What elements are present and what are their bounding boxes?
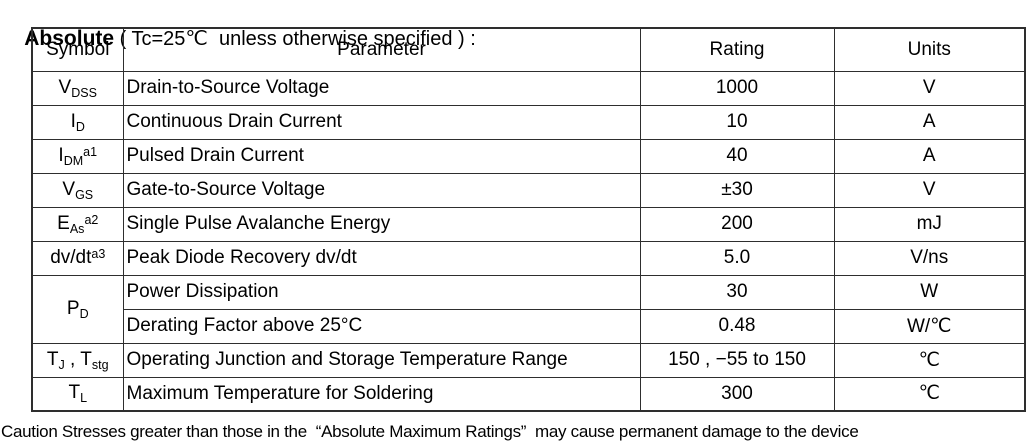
table-header-row: Symbol Parameter Rating Units [31, 27, 1026, 72]
rating-cell: 0.48 [639, 308, 835, 344]
table-row: IDMa1 Pulsed Drain Current 40 A [31, 138, 1026, 174]
units-cell: A [833, 138, 1026, 174]
parameter-cell: Power Dissipation [122, 274, 641, 310]
parameter-cell: Gate-to-Source Voltage [122, 172, 641, 208]
rating-cell: 150 , −55 to 150 [639, 342, 835, 378]
units-cell: ℃ [833, 376, 1026, 412]
parameter-cell: Operating Junction and Storage Temperatu… [122, 342, 641, 378]
units-cell: ℃ [833, 342, 1026, 378]
rating-cell: 1000 [639, 70, 835, 106]
column-header-rating: Rating [639, 27, 835, 72]
table-row: Derating Factor above 25°C 0.48 W/℃ [32, 308, 1026, 344]
table-row: PD Power Dissipation 30 W [31, 274, 1026, 344]
symbol-cell: TJ , Tstg [31, 342, 124, 378]
table-row: TL Maximum Temperature for Soldering 300 ℃ [31, 376, 1026, 412]
parameter-cell: Pulsed Drain Current [122, 138, 641, 174]
table-row: ID Continuous Drain Current 10 A [31, 104, 1026, 140]
table-row: EAsa2 Single Pulse Avalanche Energy 200 mJ [31, 206, 1026, 242]
parameter-cell: Maximum Temperature for Soldering [122, 376, 641, 412]
symbol-cell: VDSS [31, 70, 124, 106]
parameter-cell: Derating Factor above 25°C [122, 308, 641, 344]
symbol-cell: IDMa1 [31, 138, 124, 174]
parameter-cell: Peak Diode Recovery dv/dt [122, 240, 641, 276]
rating-cell: 10 [639, 104, 835, 140]
absolute-maximum-ratings-table: Symbol Parameter Rating Units VDSS Drain-to-… [31, 27, 1026, 412]
parameter-cell: Drain-to-Source Voltage [122, 70, 641, 106]
caution-note: Caution Stresses greater than those in t… [1, 422, 859, 441]
units-cell: A [833, 104, 1026, 140]
rating-cell: 40 [639, 138, 835, 174]
rating-cell: ±30 [639, 172, 835, 208]
parameter-cell: Single Pulse Avalanche Energy [122, 206, 641, 242]
table-row: dv/dta3 Peak Diode Recovery dv/dt 5.0 V/ns [31, 240, 1026, 276]
rating-cell: 300 [639, 376, 835, 412]
units-cell: W [833, 274, 1026, 310]
units-cell: V [833, 172, 1026, 208]
units-cell: V/ns [833, 240, 1026, 276]
parameter-cell: Continuous Drain Current [122, 104, 641, 140]
column-header-parameter: Parameter [122, 27, 641, 72]
symbol-cell: dv/dta3 [31, 240, 124, 276]
table-row: TJ , Tstg Operating Junction and Storage … [31, 342, 1026, 378]
symbol-cell: ID [31, 104, 124, 140]
symbol-cell: PD [31, 274, 124, 344]
table-row: VDSS Drain-to-Source Voltage 1000 V [31, 70, 1026, 106]
units-cell: V [833, 70, 1026, 106]
rating-cell: 200 [639, 206, 835, 242]
units-cell: mJ [833, 206, 1026, 242]
units-cell: W/℃ [833, 308, 1026, 344]
symbol-cell: TL [31, 376, 124, 412]
rating-cell: 5.0 [639, 240, 835, 276]
rating-cell: 30 [639, 274, 835, 310]
column-header-symbol: Symbol [31, 27, 124, 72]
table-row: VGS Gate-to-Source Voltage ±30 V [31, 172, 1026, 208]
column-header-units: Units [833, 27, 1026, 72]
symbol-cell: EAsa2 [31, 206, 124, 242]
symbol-cell: VGS [31, 172, 124, 208]
